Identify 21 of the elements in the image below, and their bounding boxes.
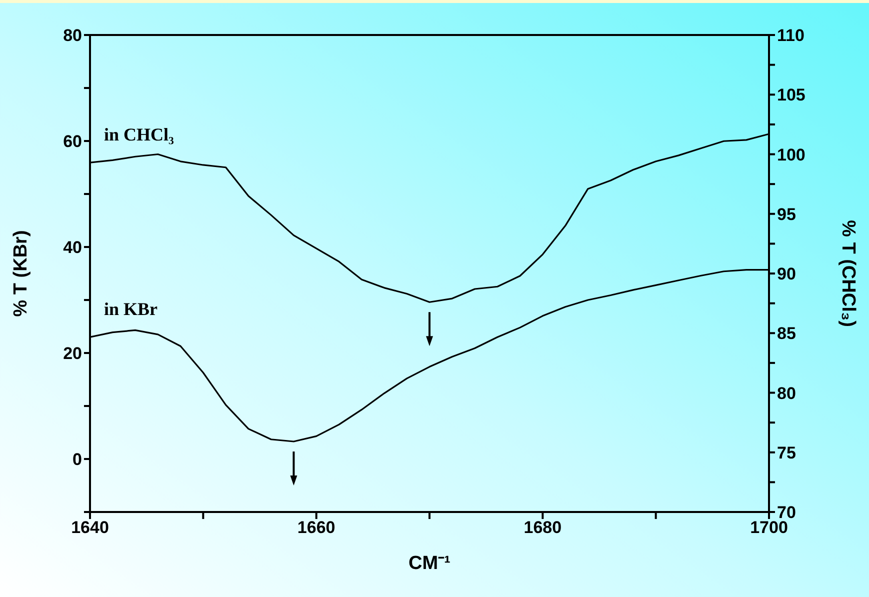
x-tick-label: 1660 xyxy=(297,518,336,538)
y-tick-label: 0 xyxy=(72,450,82,470)
y2-axis-title: % T (CHCl₃) xyxy=(837,220,858,327)
x-tick-label: 1640 xyxy=(71,518,109,538)
series-label: in KBr xyxy=(104,299,158,320)
y2-tick-label: 100 xyxy=(777,145,806,164)
y-tick-label: 20 xyxy=(63,344,82,364)
y2-tick-label: 85 xyxy=(777,324,796,344)
y-tick-label: 60 xyxy=(63,132,82,152)
y2-tick-label: 95 xyxy=(777,204,796,224)
series-label: in CHCl₃ xyxy=(104,124,175,145)
y-tick-label: 80 xyxy=(63,26,82,46)
y2-tick-label: 110 xyxy=(777,26,804,46)
y-tick-label: 40 xyxy=(63,238,82,258)
y2-tick-label: 80 xyxy=(777,384,796,403)
y2-tick-label: 90 xyxy=(777,264,796,284)
x-tick-label: 1680 xyxy=(524,518,562,538)
y2-tick-label: 75 xyxy=(777,443,796,462)
y2-tick-label: 105 xyxy=(777,86,806,105)
x-axis-title: CM⁻¹ xyxy=(408,553,450,574)
y-axis-title: % T (KBr) xyxy=(10,230,32,317)
